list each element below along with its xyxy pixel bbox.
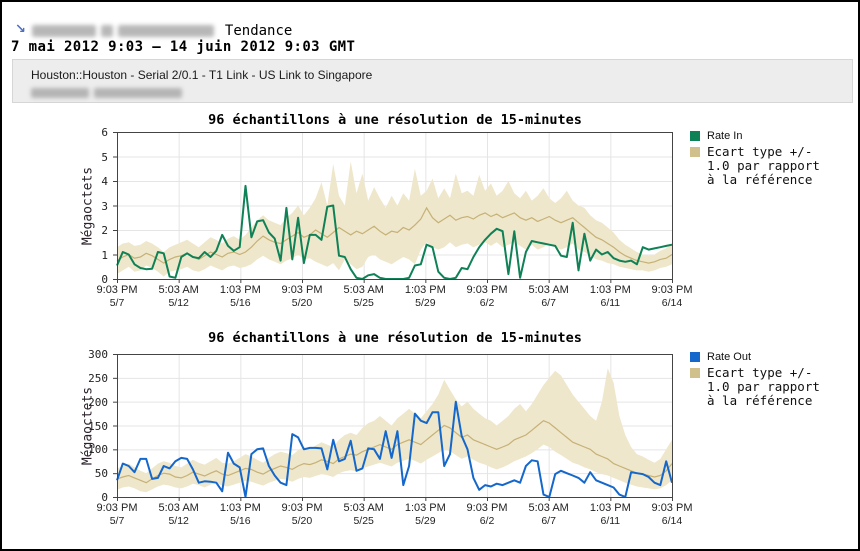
y-tick-label: 2: [101, 224, 108, 237]
y-tick-label: 250: [88, 371, 108, 385]
rate-out-chart: 96 échantillons à une résolution de 15-m…: [2, 328, 858, 549]
y-tick-label: 6: [101, 126, 108, 139]
x-tick-label: 5:03 AM 6/7: [528, 502, 569, 527]
x-tick-label: 9:03 PM 5/20: [281, 284, 323, 309]
y-tick-label: 200: [88, 395, 108, 409]
y-tick-label: 100: [88, 443, 108, 457]
band-swatch: [690, 147, 700, 157]
x-tick-label: 9:03 PM 6/14: [651, 284, 693, 309]
rate-out-swatch: [690, 352, 700, 362]
reference-line: [116, 206, 673, 264]
report-type-label: Tendance: [224, 22, 293, 39]
x-tick-label: 5:03 AM 6/7: [528, 284, 569, 309]
y-tick-label: 150: [88, 419, 108, 433]
legend-label: Rate In: [707, 130, 743, 142]
y-tick-label: 5: [101, 150, 108, 164]
rate-in-chart: 96 échantillons à une résolution de 15-m…: [2, 110, 858, 328]
legend-item-rate-in: Rate In: [690, 129, 858, 142]
redacted-object-name: [31, 85, 187, 98]
stddev-band: [117, 368, 672, 493]
x-tick-label: 9:03 PM 5/20: [281, 502, 323, 527]
redacted-indicator-name: [31, 24, 219, 37]
x-tick-label: 9:03 PM 6/2: [466, 502, 508, 527]
legend-label: Ecart type +/- 1.0 par rapport à la réfé…: [707, 144, 820, 187]
y-tick-label: 3: [101, 199, 108, 213]
device-description: Houston::Houston - Serial 2/0.1 - T1 Lin…: [31, 68, 373, 82]
rate-in-swatch: [690, 131, 700, 141]
x-tick-label: 1:03 PM 5/16: [219, 502, 261, 527]
y-tick-label: 0: [101, 491, 108, 504]
chart-title: 96 échantillons à une résolution de 15-m…: [208, 330, 582, 346]
legend-item-rate-out: Rate Out: [690, 350, 858, 363]
chart-legend: Rate Out Ecart type +/- 1.0 par rapport …: [690, 350, 858, 411]
x-tick-label: 1:03 PM 6/11: [589, 502, 631, 527]
y-tick-label: 50: [94, 467, 108, 481]
x-tick-label: 5:03 AM 5/12: [158, 284, 199, 309]
x-tick-label: 5:03 AM 5/25: [343, 502, 384, 527]
plot-area: [113, 354, 673, 501]
rate-out-line: [116, 400, 673, 498]
x-tick-label: 9:03 PM 6/14: [651, 502, 693, 527]
legend-item-band: Ecart type +/- 1.0 par rapport à la réfé…: [690, 366, 858, 408]
trend-arrow-icon: ↘: [15, 22, 26, 37]
x-tick-label: 9:03 PM 6/2: [466, 284, 508, 309]
device-info-panel: Houston::Houston - Serial 2/0.1 - T1 Lin…: [12, 59, 853, 103]
plot-area: [113, 132, 673, 283]
x-tick-label: 1:03 PM 6/11: [589, 284, 631, 309]
legend-item-band: Ecart type +/- 1.0 par rapport à la réfé…: [690, 145, 858, 187]
x-tick-label: 1:03 PM 5/29: [404, 284, 446, 309]
x-tick-label: 5:03 AM 5/12: [158, 502, 199, 527]
y-tick-label: 1: [101, 248, 108, 262]
chart-legend: Rate In Ecart type +/- 1.0 par rapport à…: [690, 129, 858, 190]
stddev-band: [117, 161, 672, 277]
band-swatch: [690, 368, 700, 378]
report-header: ↘ Tendance: [15, 22, 293, 39]
legend-label: Rate Out: [707, 351, 752, 363]
x-tick-label: 9:03 PM 5/7: [96, 502, 138, 527]
legend-label: Ecart type +/- 1.0 par rapport à la réfé…: [707, 365, 820, 408]
y-tick-label: 0: [101, 273, 108, 286]
report-date-range: 7 mai 2012 9:03 – 14 juin 2012 9:03 GMT: [11, 39, 356, 55]
chart-title: 96 échantillons à une résolution de 15-m…: [208, 112, 582, 128]
x-tick-label: 1:03 PM 5/29: [404, 502, 446, 527]
y-tick-label: 4: [101, 175, 108, 188]
x-tick-label: 1:03 PM 5/16: [219, 284, 261, 309]
y-tick-label: 300: [88, 348, 108, 361]
x-tick-label: 9:03 PM 5/7: [96, 284, 138, 309]
x-tick-label: 5:03 AM 5/25: [343, 284, 384, 309]
